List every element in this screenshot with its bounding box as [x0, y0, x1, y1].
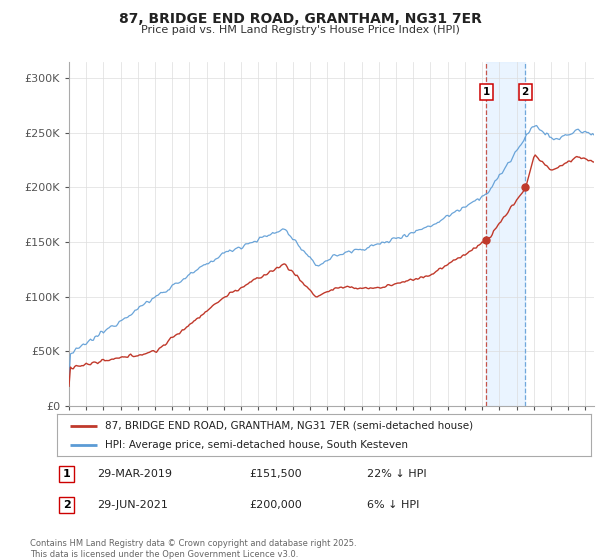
Text: 2: 2 — [63, 500, 70, 510]
Text: 1: 1 — [483, 87, 490, 97]
Text: 1: 1 — [63, 469, 70, 479]
Text: HPI: Average price, semi-detached house, South Kesteven: HPI: Average price, semi-detached house,… — [105, 440, 408, 450]
Bar — [487, 62, 525, 406]
Text: 6% ↓ HPI: 6% ↓ HPI — [367, 500, 419, 510]
Text: 22% ↓ HPI: 22% ↓ HPI — [367, 469, 427, 479]
Text: Price paid vs. HM Land Registry's House Price Index (HPI): Price paid vs. HM Land Registry's House … — [140, 25, 460, 35]
Text: Contains HM Land Registry data © Crown copyright and database right 2025.
This d: Contains HM Land Registry data © Crown c… — [30, 539, 356, 559]
Text: 29-MAR-2019: 29-MAR-2019 — [97, 469, 172, 479]
Text: 29-JUN-2021: 29-JUN-2021 — [97, 500, 168, 510]
Text: £151,500: £151,500 — [249, 469, 302, 479]
Text: 2: 2 — [521, 87, 529, 97]
Text: 87, BRIDGE END ROAD, GRANTHAM, NG31 7ER: 87, BRIDGE END ROAD, GRANTHAM, NG31 7ER — [119, 12, 481, 26]
Text: £200,000: £200,000 — [249, 500, 302, 510]
Text: 87, BRIDGE END ROAD, GRANTHAM, NG31 7ER (semi-detached house): 87, BRIDGE END ROAD, GRANTHAM, NG31 7ER … — [105, 421, 473, 431]
